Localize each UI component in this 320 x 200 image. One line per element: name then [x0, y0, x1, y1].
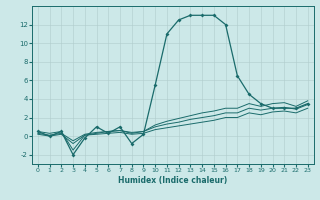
- X-axis label: Humidex (Indice chaleur): Humidex (Indice chaleur): [118, 176, 228, 185]
